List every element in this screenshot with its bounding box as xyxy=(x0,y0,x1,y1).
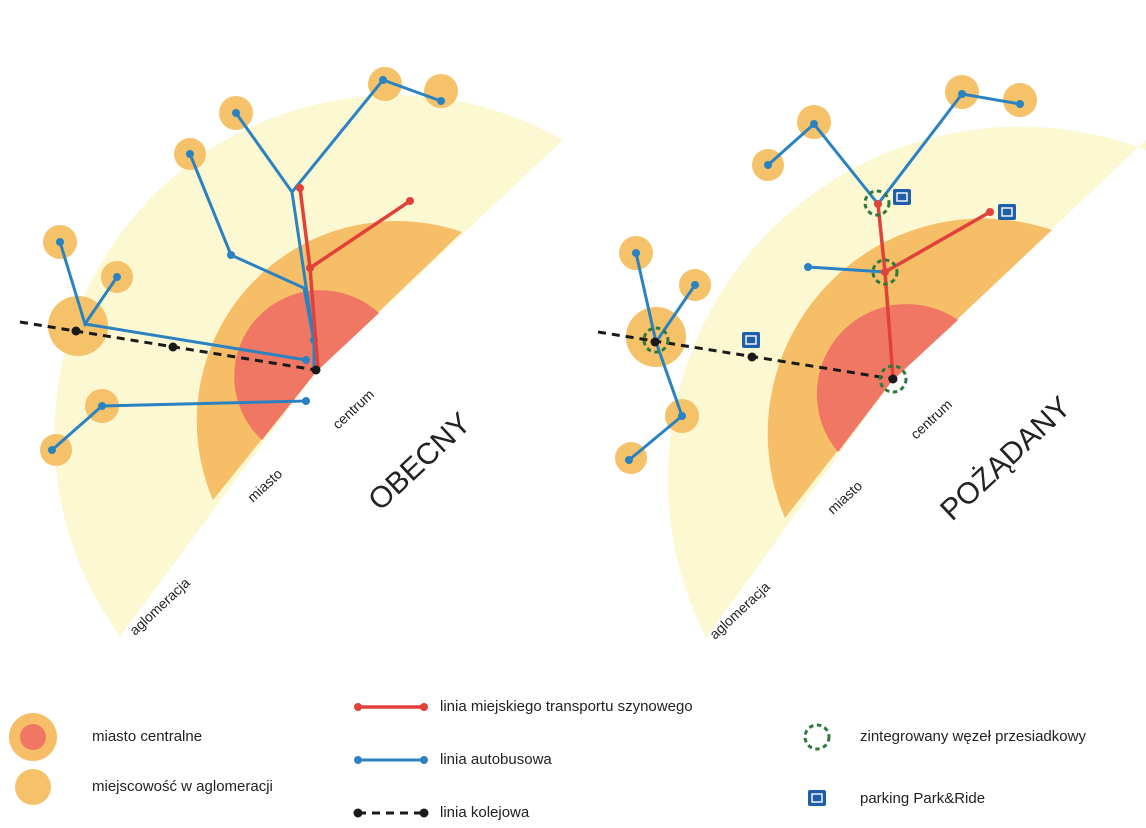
rail-transit-stop xyxy=(881,268,889,276)
bus-stop xyxy=(958,90,966,98)
central-city-icon xyxy=(9,713,57,761)
center-zone xyxy=(816,304,958,452)
legend-park-and-ride-label: parking Park&Ride xyxy=(860,790,986,807)
legend-central-city: miasto centralne xyxy=(92,728,202,745)
bus-line-icon xyxy=(354,756,428,764)
bus-stop xyxy=(56,238,64,246)
railway-station xyxy=(311,365,321,375)
railway-station xyxy=(71,326,81,336)
bus-stop xyxy=(232,109,240,117)
interchange-node-icon xyxy=(878,364,908,394)
bus-stop xyxy=(810,120,818,128)
bus-stop xyxy=(48,446,56,454)
legend-central-city-label: miasto centralne xyxy=(92,728,203,745)
park-and-ride-icon xyxy=(742,332,760,348)
bus-stop xyxy=(98,402,106,410)
bus-stop xyxy=(227,251,235,259)
park-and-ride-markers xyxy=(742,189,1016,348)
interchange-node-icon xyxy=(863,189,891,217)
bus-stop xyxy=(804,263,812,271)
bus-stop xyxy=(302,397,310,405)
rail-transit-line xyxy=(308,199,412,270)
park-and-ride-icon xyxy=(808,790,826,806)
bus-stop xyxy=(379,76,387,84)
bus-stop xyxy=(625,456,633,464)
diagram-pozadany: centrum miasto aglomeracja POŻĄDANY xyxy=(597,75,1146,642)
rail-transit-stops xyxy=(296,184,414,272)
bus-stop xyxy=(437,97,445,105)
railway-station xyxy=(747,352,757,362)
diagram-title: OBECNY xyxy=(362,407,477,518)
rail-transit-line xyxy=(883,210,992,274)
legend-interchange-node: zintegrowany węzeł przesiadkowy xyxy=(860,728,1086,745)
legend-interchange-node-label: zintegrowany węzeł przesiadkowy xyxy=(860,728,1086,745)
diagram-obecny: centrum miasto aglomeracja OBECNY xyxy=(19,67,563,638)
rail-transit-line-icon xyxy=(354,703,428,711)
diagram-title: POŻĄDANY xyxy=(934,390,1077,527)
legend-agglomeration-town-label: miejscowość w aglomeracji xyxy=(92,778,273,795)
rail-transit-stop xyxy=(296,184,304,192)
legend-bus-line: linia autobusowa xyxy=(440,751,552,768)
bus-stop xyxy=(632,249,640,257)
legend-railway-line: linia kolejowa xyxy=(440,804,529,821)
legend-rail-transit-line: linia miejskiego transportu szynowego xyxy=(440,698,693,715)
bus-line xyxy=(83,322,308,362)
zone-label-miasto: miasto xyxy=(824,477,865,517)
railway-line xyxy=(19,320,321,375)
railway-line-icon xyxy=(353,808,429,818)
legend-railway-line-label: linia kolejowa xyxy=(440,804,530,821)
bus-stop xyxy=(302,356,310,364)
bus-line xyxy=(234,111,294,194)
park-and-ride-icon xyxy=(893,189,911,205)
legend-bus-line-label: linia autobusowa xyxy=(440,751,552,768)
park-and-ride-icon xyxy=(998,204,1016,220)
rail-transit-stop xyxy=(986,208,994,216)
rail-transit-stop xyxy=(874,200,882,208)
railway-line xyxy=(597,330,898,384)
bus-line xyxy=(806,265,887,274)
legend-rail-transit-line-label: linia miejskiego transportu szynowego xyxy=(440,698,693,715)
bus-stops xyxy=(48,76,445,454)
interchange-node-icon xyxy=(871,258,899,286)
legend-agglomeration-town: miejscowość w aglomeracji xyxy=(92,778,273,795)
rail-transit-stop xyxy=(406,197,414,205)
bus-stop xyxy=(678,412,686,420)
rail-transit-stop xyxy=(306,264,314,272)
town xyxy=(368,67,402,101)
bus-line xyxy=(188,152,318,354)
bus-stops xyxy=(625,90,1024,464)
agglomeration-town-icon xyxy=(15,769,51,805)
legend-icons xyxy=(9,703,831,818)
railway-station xyxy=(168,342,178,352)
bus-stop xyxy=(113,273,121,281)
railway-station xyxy=(888,374,898,384)
bus-stop xyxy=(1016,100,1024,108)
zone-label-centrum: centrum xyxy=(329,386,377,432)
zone-label-miasto: miasto xyxy=(244,465,285,505)
bus-stop xyxy=(186,150,194,158)
interchange-nodes xyxy=(642,189,908,394)
interchange-node-icon xyxy=(803,723,831,751)
bus-stop xyxy=(691,281,699,289)
bus-stop xyxy=(764,161,772,169)
zone-label-centrum: centrum xyxy=(907,396,955,442)
rail-transit-stops xyxy=(874,200,994,276)
interchange-node-icon xyxy=(642,326,670,354)
legend-park-and-ride: parking Park&Ride xyxy=(860,790,985,807)
railway-station xyxy=(650,337,660,347)
